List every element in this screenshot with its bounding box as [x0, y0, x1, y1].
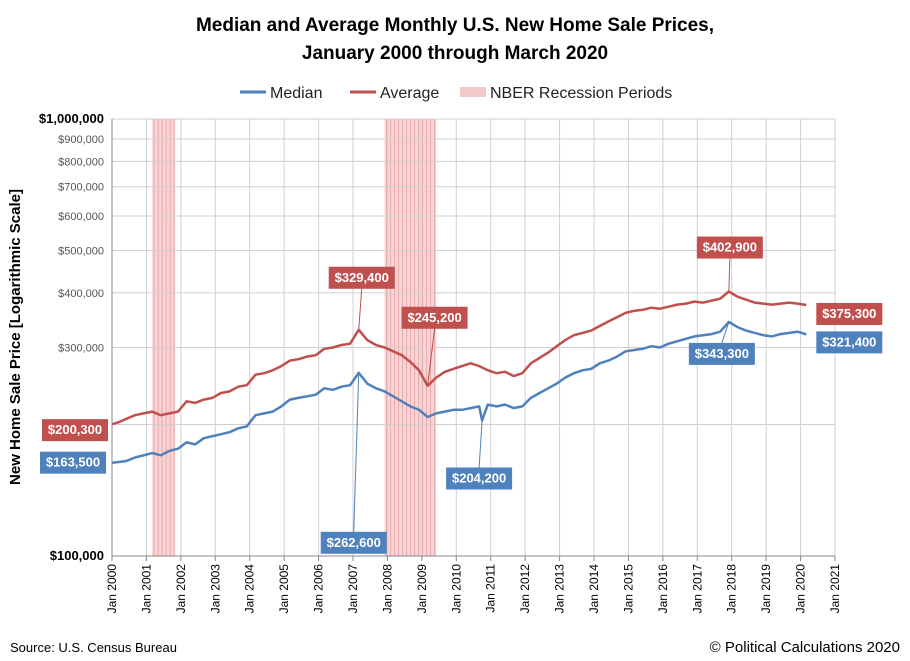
callout-label: $245,200	[407, 310, 461, 325]
x-tick-label: Jan 2018	[725, 564, 739, 614]
callout-leader	[358, 288, 363, 330]
x-tick-label: Jan 2002	[174, 564, 188, 614]
callout-box	[42, 419, 108, 442]
x-tick-label: Jan 2012	[518, 564, 532, 614]
x-tick-label: Jan 2021	[828, 564, 842, 614]
x-tick-label: Jan 2019	[759, 564, 773, 614]
callout-label: $329,400	[335, 270, 389, 285]
legend: Median Average NBER Recession Periods	[240, 85, 672, 102]
y-tick-label: $100,000	[50, 548, 104, 563]
y-tick-label: $700,000	[58, 182, 104, 194]
callout-leader	[728, 258, 731, 292]
x-tick-labels: Jan 2000 Jan 2001 Jan 2002 Jan 2003 Jan 2004…	[105, 564, 842, 614]
x-tick-label: Jan 2001	[139, 564, 153, 614]
x-tick-label: Jan 2014	[587, 564, 601, 614]
x-tick-label: Jan 2005	[277, 564, 291, 614]
plot-background	[112, 119, 835, 556]
data-callouts: $200,300 $163,500 $329,400 $262,600 $245,200…	[40, 236, 883, 554]
legend-label: Average	[380, 85, 439, 102]
legend-swatch-recession	[460, 87, 486, 97]
recession-bands	[152, 119, 437, 556]
y-tick-label: $800,000	[58, 156, 104, 168]
callout-label: $402,900	[703, 240, 757, 255]
y-tick-label: $300,000	[58, 342, 104, 354]
callout-box	[446, 467, 513, 490]
callout-label: $204,200	[452, 471, 506, 486]
x-tick-label: Jan 2015	[621, 564, 635, 614]
y-tick-label: $600,000	[58, 211, 104, 223]
callout-box	[816, 331, 883, 354]
callout-box	[688, 342, 755, 365]
x-tick-label: Jan 2003	[208, 564, 222, 614]
series-line-median	[111, 320, 807, 464]
legend-label: Median	[270, 85, 322, 102]
callout-label: $200,300	[48, 422, 102, 437]
x-tick-label: Jan 2009	[415, 564, 429, 614]
series-line-average	[111, 290, 807, 426]
axes	[111, 119, 836, 561]
x-tick-label: Jan 2016	[656, 564, 670, 614]
x-tick-label: Jan 2010	[449, 564, 463, 614]
x-tick-label: Jan 2017	[690, 564, 704, 614]
callout-box	[816, 302, 883, 325]
plot-area	[111, 118, 836, 561]
recession-band	[152, 119, 176, 556]
callout-label: $163,500	[46, 455, 100, 470]
y-tick-label: $900,000	[58, 134, 104, 146]
y-tick-label: $1,000,000	[39, 111, 104, 126]
callout-box	[40, 451, 106, 474]
callout-leader	[721, 321, 730, 344]
x-tick-label: Jan 2011	[484, 564, 498, 613]
x-tick-label: Jan 2013	[553, 564, 567, 614]
y-tick-label: $500,000	[58, 246, 104, 258]
chart-title-line2: January 2000 through March 2020	[302, 43, 608, 64]
callout-leader	[478, 420, 483, 468]
y-axis-label: New Home Sale Price [Logarithmic Scale]	[7, 189, 24, 485]
x-tick-label: Jan 2008	[380, 564, 394, 614]
x-tick-label: Jan 2006	[312, 564, 326, 614]
callout-label: $262,600	[327, 535, 381, 550]
callout-label: $375,300	[822, 306, 876, 321]
legend-label: NBER Recession Periods	[490, 85, 672, 102]
callout-box	[328, 266, 395, 289]
callout-leader	[427, 328, 436, 386]
callout-leader	[353, 372, 360, 532]
callout-box	[696, 236, 763, 259]
chart-title-line1: Median and Average Monthly U.S. New Home…	[196, 15, 714, 36]
source-note: Source: U.S. Census Bureau	[10, 640, 177, 655]
x-tick-label: Jan 2004	[243, 564, 257, 614]
series-lines	[111, 290, 807, 464]
credit-note: © Political Calculations 2020	[710, 639, 900, 656]
x-tick-label: Jan 2007	[346, 564, 360, 614]
x-tick-label: Jan 2000	[105, 564, 119, 614]
callout-label: $343,300	[695, 346, 749, 361]
y-tick-labels: $100,000$200,000$300,000$400,000$500,000…	[39, 111, 104, 563]
callout-label: $321,400	[822, 334, 876, 349]
x-tick-label: Jan 2020	[794, 564, 808, 614]
callout-box	[320, 531, 387, 554]
callout-box	[401, 306, 468, 329]
y-tick-label: $400,000	[58, 288, 104, 300]
